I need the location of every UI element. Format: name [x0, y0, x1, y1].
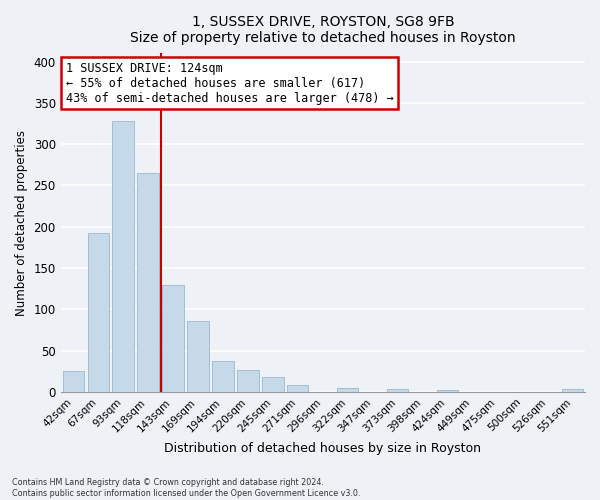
Bar [262, 377, 284, 392]
Y-axis label: Number of detached properties: Number of detached properties [15, 130, 28, 316]
Bar [212, 360, 233, 392]
Bar [387, 388, 409, 392]
Bar [337, 388, 358, 392]
Title: 1, SUSSEX DRIVE, ROYSTON, SG8 9FB
Size of property relative to detached houses i: 1, SUSSEX DRIVE, ROYSTON, SG8 9FB Size o… [130, 15, 515, 45]
Bar [238, 370, 259, 392]
Bar [112, 121, 134, 392]
X-axis label: Distribution of detached houses by size in Royston: Distribution of detached houses by size … [164, 442, 481, 455]
Text: 1 SUSSEX DRIVE: 124sqm
← 55% of detached houses are smaller (617)
43% of semi-de: 1 SUSSEX DRIVE: 124sqm ← 55% of detached… [66, 62, 394, 105]
Text: Contains HM Land Registry data © Crown copyright and database right 2024.
Contai: Contains HM Land Registry data © Crown c… [12, 478, 361, 498]
Bar [88, 232, 109, 392]
Bar [287, 386, 308, 392]
Bar [437, 390, 458, 392]
Bar [62, 372, 84, 392]
Bar [187, 321, 209, 392]
Bar [137, 173, 158, 392]
Bar [562, 390, 583, 392]
Bar [163, 284, 184, 392]
